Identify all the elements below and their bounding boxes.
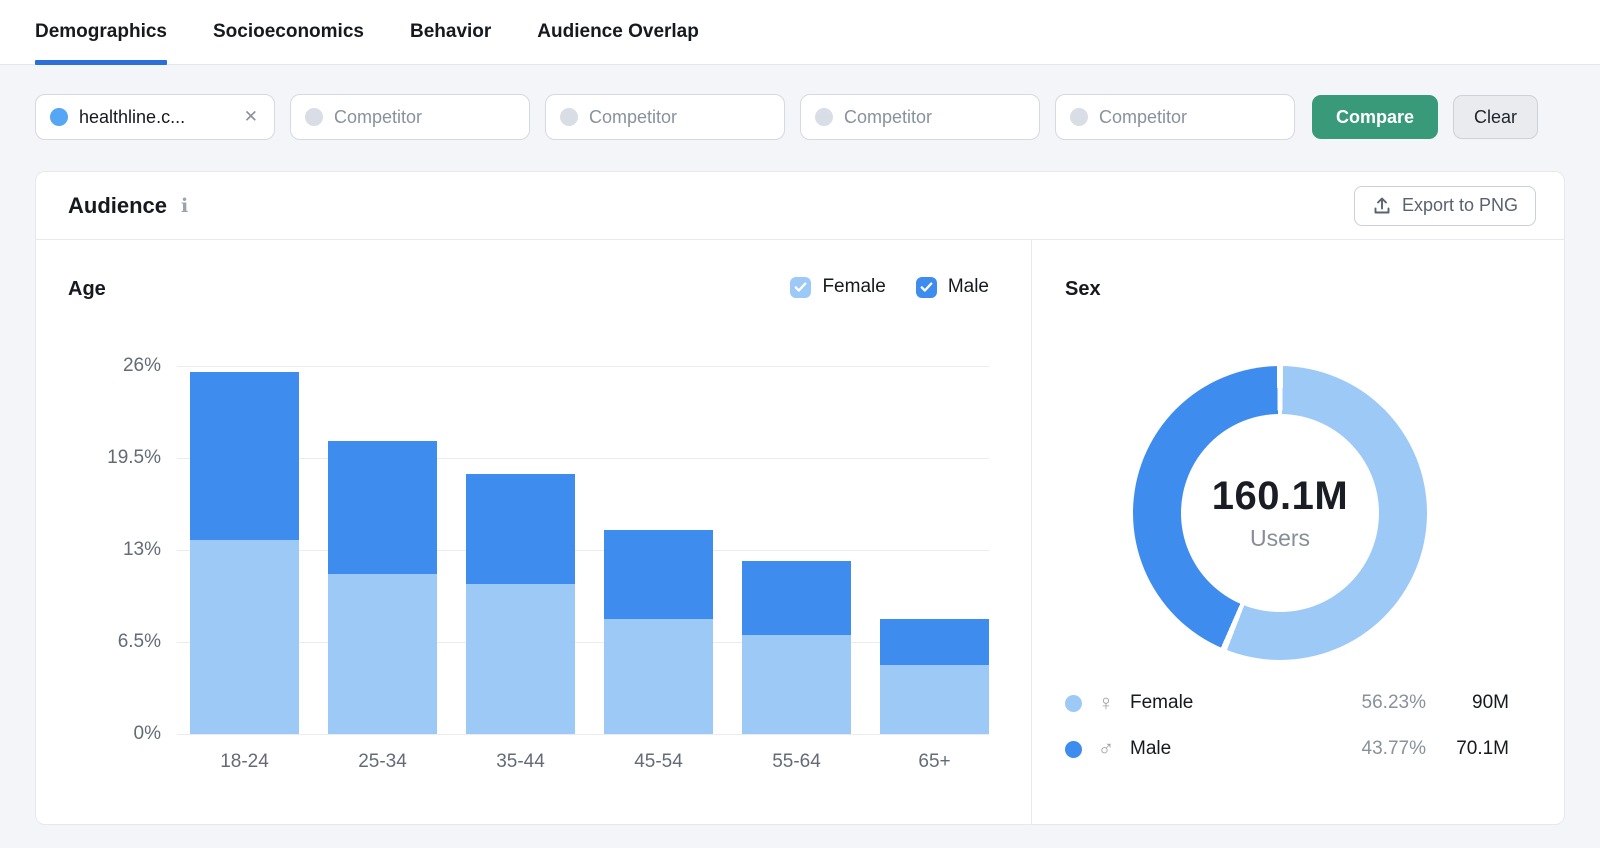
female-series-toggle[interactable]: Female: [790, 276, 886, 298]
competitor-dot-icon: [560, 108, 578, 126]
card-title: Audience: [68, 192, 168, 218]
sex-section-title: Sex: [1065, 278, 1101, 300]
male-symbol-icon: ♂: [1097, 736, 1115, 761]
bar-35-44-female: [466, 583, 575, 734]
audience-card-header: Audience i Export to PNG: [36, 172, 1564, 240]
competitor-input-2[interactable]: Competitor: [545, 94, 785, 140]
female-legend-label: Female: [1130, 692, 1194, 713]
donut-center: 160.1M Users: [1181, 414, 1379, 612]
y-axis-tick-label: 13%: [122, 539, 161, 560]
female-checkbox-label: Female: [822, 276, 886, 297]
male-checkbox[interactable]: [915, 276, 937, 298]
sex-donut-chart: 160.1M Users: [1133, 366, 1427, 660]
male-percent: 43.77%: [1361, 738, 1426, 759]
bar-45-54-female: [604, 619, 713, 734]
bar-35-44-male: [466, 473, 575, 584]
export-label: Export to PNG: [1401, 195, 1518, 215]
tab-demographics[interactable]: Demographics: [35, 0, 167, 65]
age-panel: Age Female Male 26% 19.5%: [36, 240, 1031, 825]
male-users-value: 70.1M: [1456, 738, 1509, 759]
bar-45-54-male: [604, 530, 713, 620]
age-stacked-bar-chart: 26% 19.5% 13% 6.5% 0% 18-24 25-34 35-44 45-54 55-…: [107, 355, 989, 772]
gridline: [177, 642, 989, 643]
tab-audience-overlap[interactable]: Audience Overlap: [537, 21, 699, 42]
tab-bar: Demographics Socioeconomics Behavior Aud…: [0, 0, 1600, 65]
domain-chip[interactable]: healthline.c... ✕: [35, 94, 275, 140]
competitor-input-1[interactable]: Competitor: [290, 94, 530, 140]
info-icon[interactable]: i: [181, 194, 189, 217]
competitor-dot-icon: [815, 108, 833, 126]
competitor-placeholder: Competitor: [844, 106, 933, 127]
age-series-legend: Female Male: [790, 276, 989, 298]
gridline: [177, 366, 989, 367]
bar-18-24-female: [190, 540, 299, 734]
competitor-placeholder: Competitor: [1099, 106, 1188, 127]
x-axis-tick-label: 45-54: [634, 751, 683, 772]
legend-row-female: ♀ Female 56.23% 90M: [1065, 680, 1509, 726]
clear-button[interactable]: Clear: [1453, 95, 1539, 139]
female-checkbox[interactable]: [790, 276, 812, 298]
male-dot-icon: [1065, 740, 1082, 758]
female-percent: 56.23%: [1361, 692, 1426, 713]
total-users-label: Users: [1249, 525, 1311, 551]
sex-legend: ♀ Female 56.23% 90M ♂ Male 43.77% 70.1M: [1065, 680, 1509, 772]
bar-65+-female: [880, 664, 989, 734]
legend-row-male: ♂ Male 43.77% 70.1M: [1065, 726, 1509, 772]
gridline: [177, 734, 989, 735]
total-users-value: 160.1M: [1211, 474, 1349, 518]
domain-dot-icon: [50, 108, 68, 126]
bar-25-34-male: [328, 441, 437, 575]
compare-button[interactable]: Compare: [1312, 95, 1439, 139]
male-legend-label: Male: [1130, 738, 1172, 759]
x-axis-tick-label: 35-44: [496, 751, 545, 772]
competitor-dot-icon: [305, 108, 323, 126]
bar-55-64-male: [742, 561, 851, 635]
audience-card: Audience i Export to PNG Age: [35, 171, 1565, 825]
gridline: [177, 550, 989, 551]
check-icon: [920, 281, 933, 292]
upload-icon: [1374, 197, 1390, 213]
bar-25-34-female: [328, 574, 437, 734]
y-axis-tick-label: 6.5%: [117, 631, 161, 652]
x-axis-tick-label: 18-24: [220, 751, 269, 772]
competitor-placeholder: Competitor: [589, 106, 678, 127]
age-section-title: Age: [68, 278, 106, 300]
competitor-placeholder: Competitor: [334, 106, 423, 127]
export-to-png-button[interactable]: Export to PNG: [1353, 185, 1536, 226]
female-symbol-icon: ♀: [1097, 690, 1115, 715]
check-icon: [795, 281, 807, 292]
audience-card-body: Age Female Male 26% 19.5%: [36, 240, 1564, 825]
y-axis-tick-label: 26%: [122, 355, 161, 376]
male-checkbox-label: Male: [947, 276, 989, 297]
y-axis-tick-label: 19.5%: [107, 447, 161, 468]
bar-18-24-male: [190, 371, 299, 541]
bar-55-64-female: [742, 634, 851, 734]
competitor-input-4[interactable]: Competitor: [1055, 94, 1295, 140]
female-users-value: 90M: [1472, 692, 1509, 713]
close-icon[interactable]: ✕: [243, 107, 258, 126]
competitor-input-3[interactable]: Competitor: [800, 94, 1040, 140]
sex-panel: Sex 160.1M Users ♀ Female 56.23% 90M: [1031, 240, 1564, 825]
competitor-dot-icon: [1070, 108, 1088, 126]
y-axis-tick-label: 0%: [133, 723, 161, 744]
tab-behavior[interactable]: Behavior: [409, 21, 492, 42]
male-series-toggle[interactable]: Male: [915, 276, 989, 298]
x-axis-tick-label: 65+: [918, 751, 951, 772]
female-dot-icon: [1065, 694, 1082, 712]
tab-socioeconomics[interactable]: Socioeconomics: [212, 21, 364, 42]
bar-65+-male: [880, 619, 989, 665]
gridline: [177, 458, 989, 459]
filter-row: healthline.c... ✕ Competitor Competitor …: [35, 94, 1565, 140]
domain-label: healthline.c...: [79, 106, 186, 127]
x-axis-tick-label: 55-64: [772, 751, 821, 772]
x-axis-tick-label: 25-34: [358, 751, 407, 772]
